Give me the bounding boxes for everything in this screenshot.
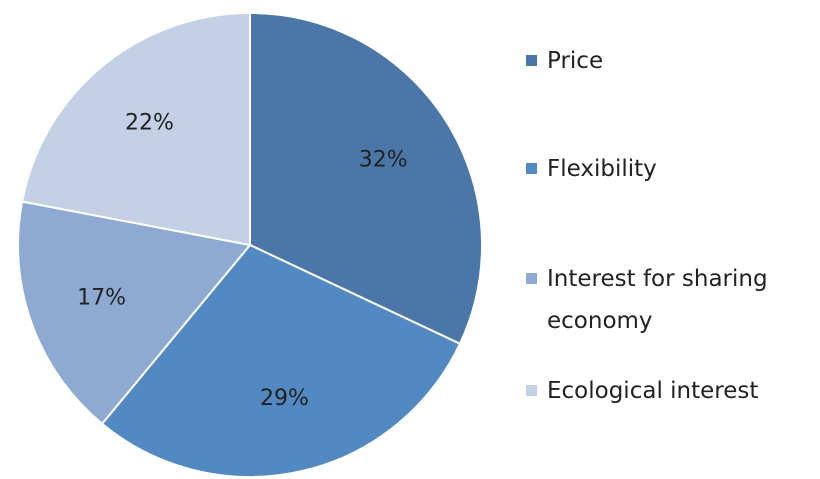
pie-slice — [20, 11, 251, 247]
pie-chart: 32% 29% 17% 22% — [17, 11, 483, 478]
legend-swatch — [526, 385, 537, 396]
legend-item: Flexibility — [526, 148, 816, 190]
data-label: 29% — [260, 386, 309, 411]
pie-slice — [100, 243, 462, 478]
legend-item: Price — [526, 40, 816, 82]
data-label: 17% — [77, 285, 126, 310]
pie-slice — [17, 200, 252, 426]
legend-item: Interest for sharing economy — [526, 258, 816, 342]
data-label: 22% — [125, 110, 174, 135]
pie-slice — [249, 11, 483, 346]
legend-swatch — [526, 55, 537, 66]
data-label: 32% — [359, 147, 408, 172]
legend-label: Interest for sharing economy — [547, 266, 768, 334]
legend-label: Ecological interest — [547, 378, 759, 404]
legend-item: Ecological interest — [526, 370, 816, 412]
legend-swatch — [526, 273, 537, 284]
legend-swatch — [526, 163, 537, 174]
legend-label: Flexibility — [547, 156, 657, 182]
legend-label: Price — [547, 48, 604, 74]
